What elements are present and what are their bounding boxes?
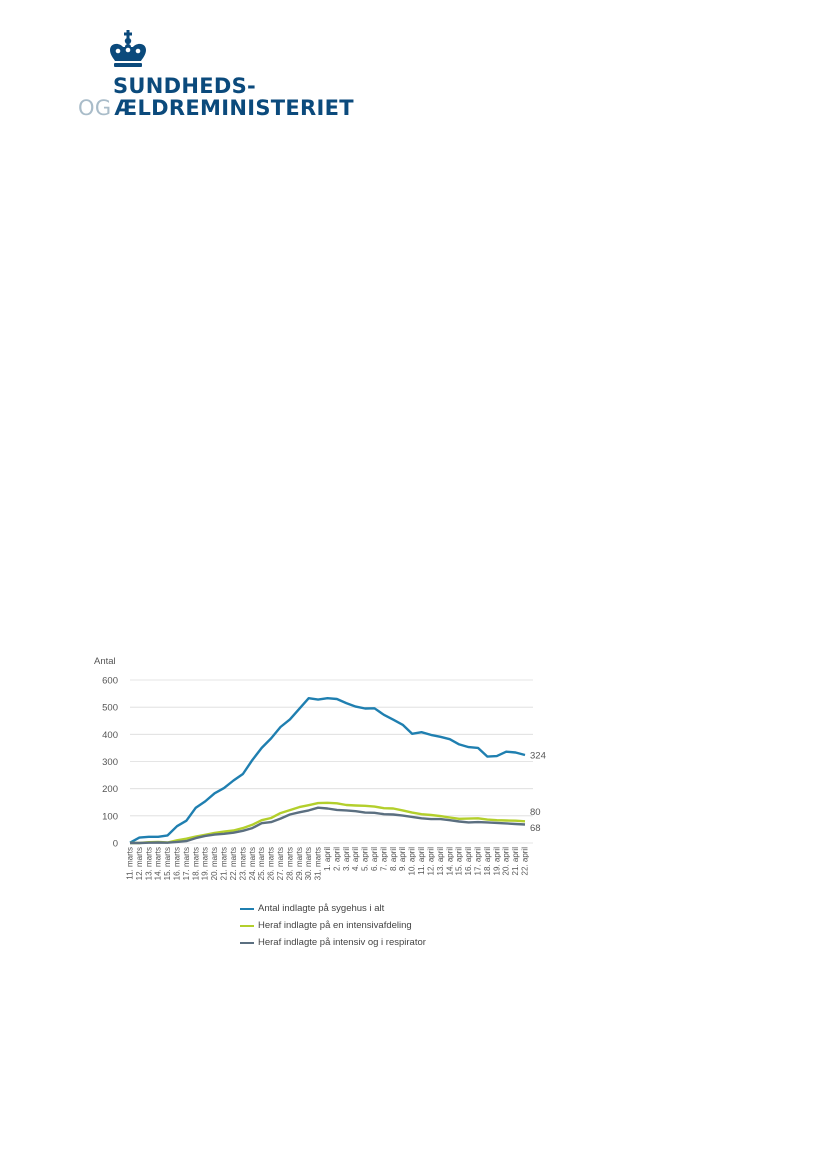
y-tick-label: 500 <box>102 703 118 714</box>
x-tick-label: 24. marts <box>248 847 257 880</box>
x-tick-label: 25. marts <box>257 847 266 880</box>
legend-item: Heraf indlagte på intensiv og i respirat… <box>240 934 426 951</box>
x-tick-label: 10. april <box>408 847 417 876</box>
x-tick-label: 20. marts <box>210 847 219 880</box>
x-tick-label: 28. marts <box>285 847 294 880</box>
end-data-label: 68 <box>530 823 541 834</box>
x-tick-label: 16. april <box>464 847 473 876</box>
y-tick-label: 0 <box>113 839 118 850</box>
x-tick-label: 15. marts <box>163 847 172 880</box>
y-tick-label: 200 <box>102 784 118 795</box>
end-data-label: 324 <box>530 750 546 761</box>
x-tick-label: 27. marts <box>276 847 285 880</box>
x-tick-label: 3. april <box>342 847 351 871</box>
x-tick-label: 20. april <box>502 847 511 876</box>
legend-item: Heraf indlagte på en intensivafdeling <box>240 917 426 934</box>
legend-swatch <box>240 907 254 910</box>
x-tick-label: 8. april <box>389 847 398 871</box>
legend-swatch <box>240 941 254 944</box>
x-tick-label: 19. marts <box>201 847 210 880</box>
x-tick-label: 22. marts <box>229 847 238 880</box>
x-tick-label: 13. april <box>436 847 445 876</box>
x-tick-label: 19. april <box>492 847 501 876</box>
x-tick-label: 18. april <box>483 847 492 876</box>
x-tick-label: 29. marts <box>295 847 304 880</box>
legend-item: Antal indlagte på sygehus i alt <box>240 900 426 917</box>
x-tick-label: 18. marts <box>191 847 200 880</box>
x-tick-label: 4. april <box>351 847 360 871</box>
logo-line-1: SUNDHEDS- <box>113 74 257 98</box>
chart-svg: Antal 0 100 200 300 400 500 600 11. marts 12. mar… <box>94 656 546 880</box>
y-tick-label: 600 <box>102 676 118 687</box>
chart-legend: Antal indlagte på sygehus i alt Heraf ind… <box>240 900 426 951</box>
x-tick-label: 21. marts <box>220 847 229 880</box>
x-tick-label: 9. april <box>398 847 407 871</box>
x-tick-label: 13. marts <box>144 847 153 880</box>
x-tick-label: 11. april <box>417 847 426 875</box>
x-tick-label: 17. april <box>473 847 482 876</box>
series-line <box>130 806 526 845</box>
logo-line-2-text: ÆLDREMINISTERIET <box>114 96 354 120</box>
x-tick-label: 22. april <box>521 847 530 876</box>
ministry-logo: SUNDHEDS- OG ÆLDREMINISTERIET <box>76 30 376 125</box>
legend-swatch <box>240 924 254 927</box>
logo-line-2: OG ÆLDREMINISTERIET <box>78 98 354 119</box>
series-line <box>130 801 526 845</box>
x-tick-label: 21. april <box>511 847 520 876</box>
hospitalization-chart: Antal 0 100 200 300 400 500 600 11. marts 12. mar… <box>88 650 548 950</box>
legend-label: Heraf indlagte på en intensivafdeling <box>258 920 412 931</box>
end-data-label: 80 <box>530 807 541 818</box>
y-tick-label: 300 <box>102 757 118 768</box>
x-tick-label: 11. marts <box>126 847 135 880</box>
y-tick-label: 100 <box>102 811 118 822</box>
legend-label: Heraf indlagte på intensiv og i respirat… <box>258 937 426 948</box>
x-tick-label: 12. marts <box>135 847 144 880</box>
y-tick-label: 400 <box>102 730 118 741</box>
x-tick-label: 2. april <box>332 847 341 871</box>
x-tick-label: 26. marts <box>267 847 276 880</box>
series-line <box>129 697 526 844</box>
y-axis-title: Antal <box>94 656 116 667</box>
x-tick-label: 15. april <box>455 847 464 876</box>
x-tick-label: 17. marts <box>182 847 191 880</box>
x-tick-label: 23. marts <box>238 847 247 880</box>
x-tick-label: 7. april <box>379 847 388 871</box>
x-tick-label: 14. marts <box>154 847 163 880</box>
x-tick-label: 5. april <box>361 847 370 871</box>
legend-label: Antal indlagte på sygehus i alt <box>258 903 385 914</box>
x-tick-label: 6. april <box>370 847 379 871</box>
x-tick-label: 30. marts <box>304 847 313 880</box>
x-tick-label: 1. april <box>323 847 332 871</box>
crown-icon <box>110 30 146 67</box>
x-tick-label: 14. april <box>445 847 454 876</box>
logo-prefix: OG <box>78 96 112 120</box>
x-tick-label: 16. marts <box>173 847 182 880</box>
x-tick-label: 31. marts <box>314 847 323 880</box>
x-tick-label: 12. april <box>426 847 435 876</box>
